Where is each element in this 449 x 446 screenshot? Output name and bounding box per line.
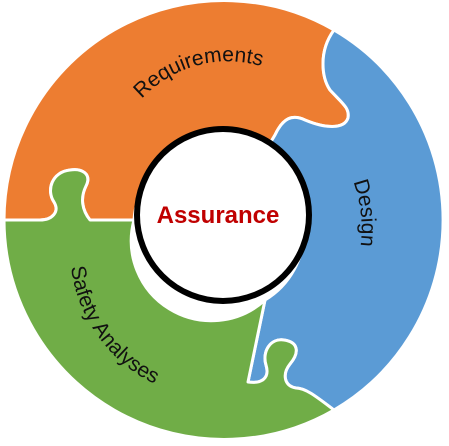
center-circle (134, 126, 312, 304)
center-label: Assurance (157, 202, 280, 229)
segment-safety-analyses[interactable] (2, 168, 336, 441)
